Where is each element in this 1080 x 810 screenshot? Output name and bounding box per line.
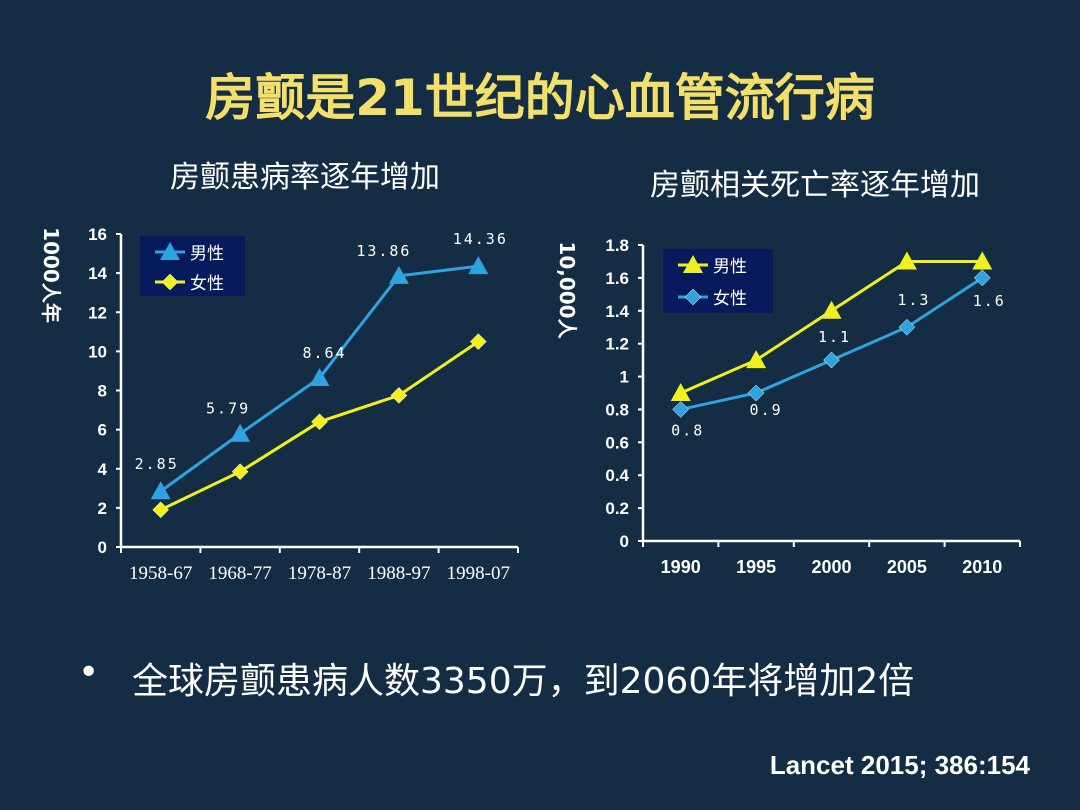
x-tick-label: 1998-07 (447, 563, 510, 584)
x-tick-label: 2005 (887, 557, 927, 577)
y-tick-label: 0.2 (605, 499, 629, 518)
x-tick-label: 1968-77 (208, 563, 271, 584)
x-tick-label: 1990 (661, 557, 701, 577)
slide-title: 房颤是21世纪的心血管流行病 (205, 69, 875, 127)
data-label: 0.8 (671, 421, 704, 439)
data-point (672, 401, 690, 418)
bullet-marker: • (78, 652, 100, 693)
y-tick-label: 10 (88, 342, 107, 361)
data-point (972, 251, 993, 270)
legend-label: 女性 (190, 274, 224, 294)
data-label: 8.64 (302, 344, 346, 362)
y-tick-label: 0.4 (605, 466, 629, 485)
bullet-text: 全球房颤患病人数3350万，到2060年将增加2倍 (132, 661, 915, 702)
x-tick-label: 1958-67 (129, 563, 192, 584)
data-label: 14.36 (453, 230, 508, 248)
data-label: 1.1 (818, 328, 851, 346)
y-tick-label: 4 (98, 460, 108, 479)
data-point (973, 269, 991, 287)
legend-label: 男性 (190, 244, 224, 264)
citation: Lancet 2015; 386:154 (769, 750, 1030, 780)
y-tick-label: 1.6 (605, 269, 629, 288)
y-axis-label: 1000人年 (39, 227, 63, 323)
data-label: 0.9 (750, 401, 783, 419)
legend-marker-icon (161, 273, 179, 291)
y-tick-label: 1.4 (605, 302, 629, 321)
x-tick-label: 2010 (962, 557, 1002, 577)
y-axis-label: 10,000人 (555, 241, 579, 339)
legend-marker-icon (683, 255, 703, 273)
y-tick-label: 0 (620, 532, 629, 551)
legend-label: 女性 (713, 289, 747, 309)
y-tick-label: 6 (98, 421, 107, 440)
data-label: 5.79 (206, 400, 250, 418)
data-point (468, 256, 489, 275)
x-tick-label: 2000 (811, 557, 851, 577)
y-tick-label: 12 (88, 303, 107, 322)
y-tick-label: 1.8 (605, 236, 629, 255)
data-point (896, 251, 917, 270)
data-point (230, 423, 251, 442)
y-tick-label: 1.2 (605, 335, 629, 354)
data-point (388, 265, 409, 284)
data-point (152, 501, 170, 519)
data-label: 1.6 (973, 292, 1006, 310)
legend-label: 男性 (713, 257, 747, 277)
data-point (231, 463, 249, 481)
data-point (390, 387, 408, 404)
data-point (309, 367, 330, 386)
y-tick-label: 8 (98, 382, 107, 401)
legend-marker-icon (160, 242, 180, 260)
y-tick-label: 2 (98, 499, 107, 518)
legend-box (140, 236, 245, 296)
right-chart-title: 房颤相关死亡率逐年增加 (650, 168, 980, 203)
data-label: 1.3 (897, 291, 930, 309)
data-point (821, 300, 842, 319)
data-point (823, 351, 840, 369)
data-label: 13.86 (356, 242, 411, 260)
data-point (746, 350, 767, 369)
legend-marker-icon (684, 288, 702, 306)
legend-box (663, 249, 773, 313)
x-tick-label: 1978-87 (288, 563, 351, 584)
y-tick-label: 0 (98, 538, 107, 557)
data-point (150, 481, 171, 500)
y-tick-label: 0.8 (605, 400, 629, 419)
x-tick-label: 1988-97 (367, 563, 430, 584)
x-tick-label: 1995 (736, 557, 776, 577)
data-point (311, 413, 328, 431)
left-chart-title: 房颤患病率逐年增加 (170, 160, 440, 195)
y-tick-label: 16 (88, 225, 107, 244)
y-tick-label: 1 (620, 368, 629, 387)
data-point (469, 333, 487, 350)
y-tick-label: 0.6 (605, 433, 629, 452)
data-point (898, 318, 916, 336)
data-label: 2.85 (135, 455, 179, 473)
data-point (747, 384, 765, 402)
data-point (670, 383, 691, 401)
y-tick-label: 14 (88, 264, 107, 283)
